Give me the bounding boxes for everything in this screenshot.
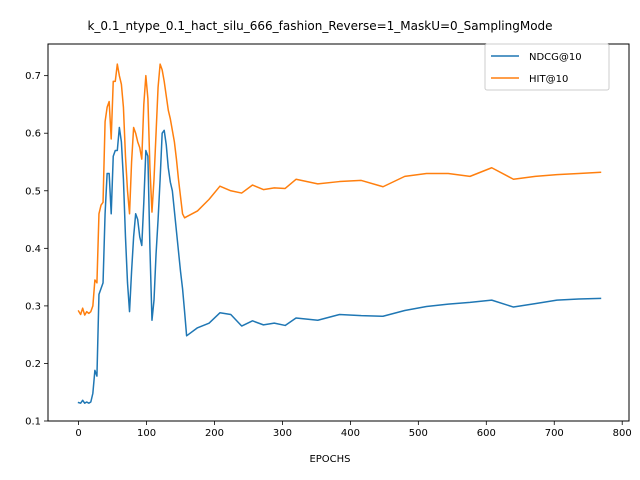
y-tick-label: 0.5	[25, 186, 41, 197]
x-tick-label: 800	[613, 428, 632, 439]
x-tick-label: 500	[409, 428, 428, 439]
y-tick-label: 0.6	[25, 129, 41, 140]
y-tick-label: 0.1	[25, 417, 41, 428]
y-tick-label: 0.2	[25, 359, 41, 370]
series-lines	[77, 63, 602, 404]
legend: NDCG@10 HIT@10	[484, 43, 610, 91]
x-axis-label: EPOCHS	[309, 454, 350, 465]
x-axis-ticks: 0 100 200 300 400 500 600 700 800	[75, 421, 632, 439]
x-tick-label: 200	[205, 428, 224, 439]
x-tick-label: 100	[137, 428, 156, 439]
x-tick-label: 400	[341, 428, 360, 439]
x-tick-label: 300	[273, 428, 292, 439]
y-tick-label: 0.4	[25, 244, 41, 255]
x-tick-label: 0	[75, 428, 81, 439]
series-line-ndcg-10	[77, 126, 602, 404]
x-tick-label: 600	[477, 428, 496, 439]
y-tick-label: 0.3	[25, 301, 41, 312]
legend-label-ndcg: NDCG@10	[529, 52, 582, 63]
x-tick-label: 700	[545, 428, 564, 439]
legend-label-hit: HIT@10	[529, 74, 568, 85]
y-axis-ticks: 0.1 0.2 0.3 0.4 0.5 0.6 0.7	[25, 71, 48, 428]
y-tick-label: 0.7	[25, 71, 41, 82]
chart-title: k_0.1_ntype_0.1_hact_silu_666_fashion_Re…	[87, 19, 552, 33]
plot-frame	[47, 43, 630, 422]
series-line-hit-10	[77, 63, 602, 316]
